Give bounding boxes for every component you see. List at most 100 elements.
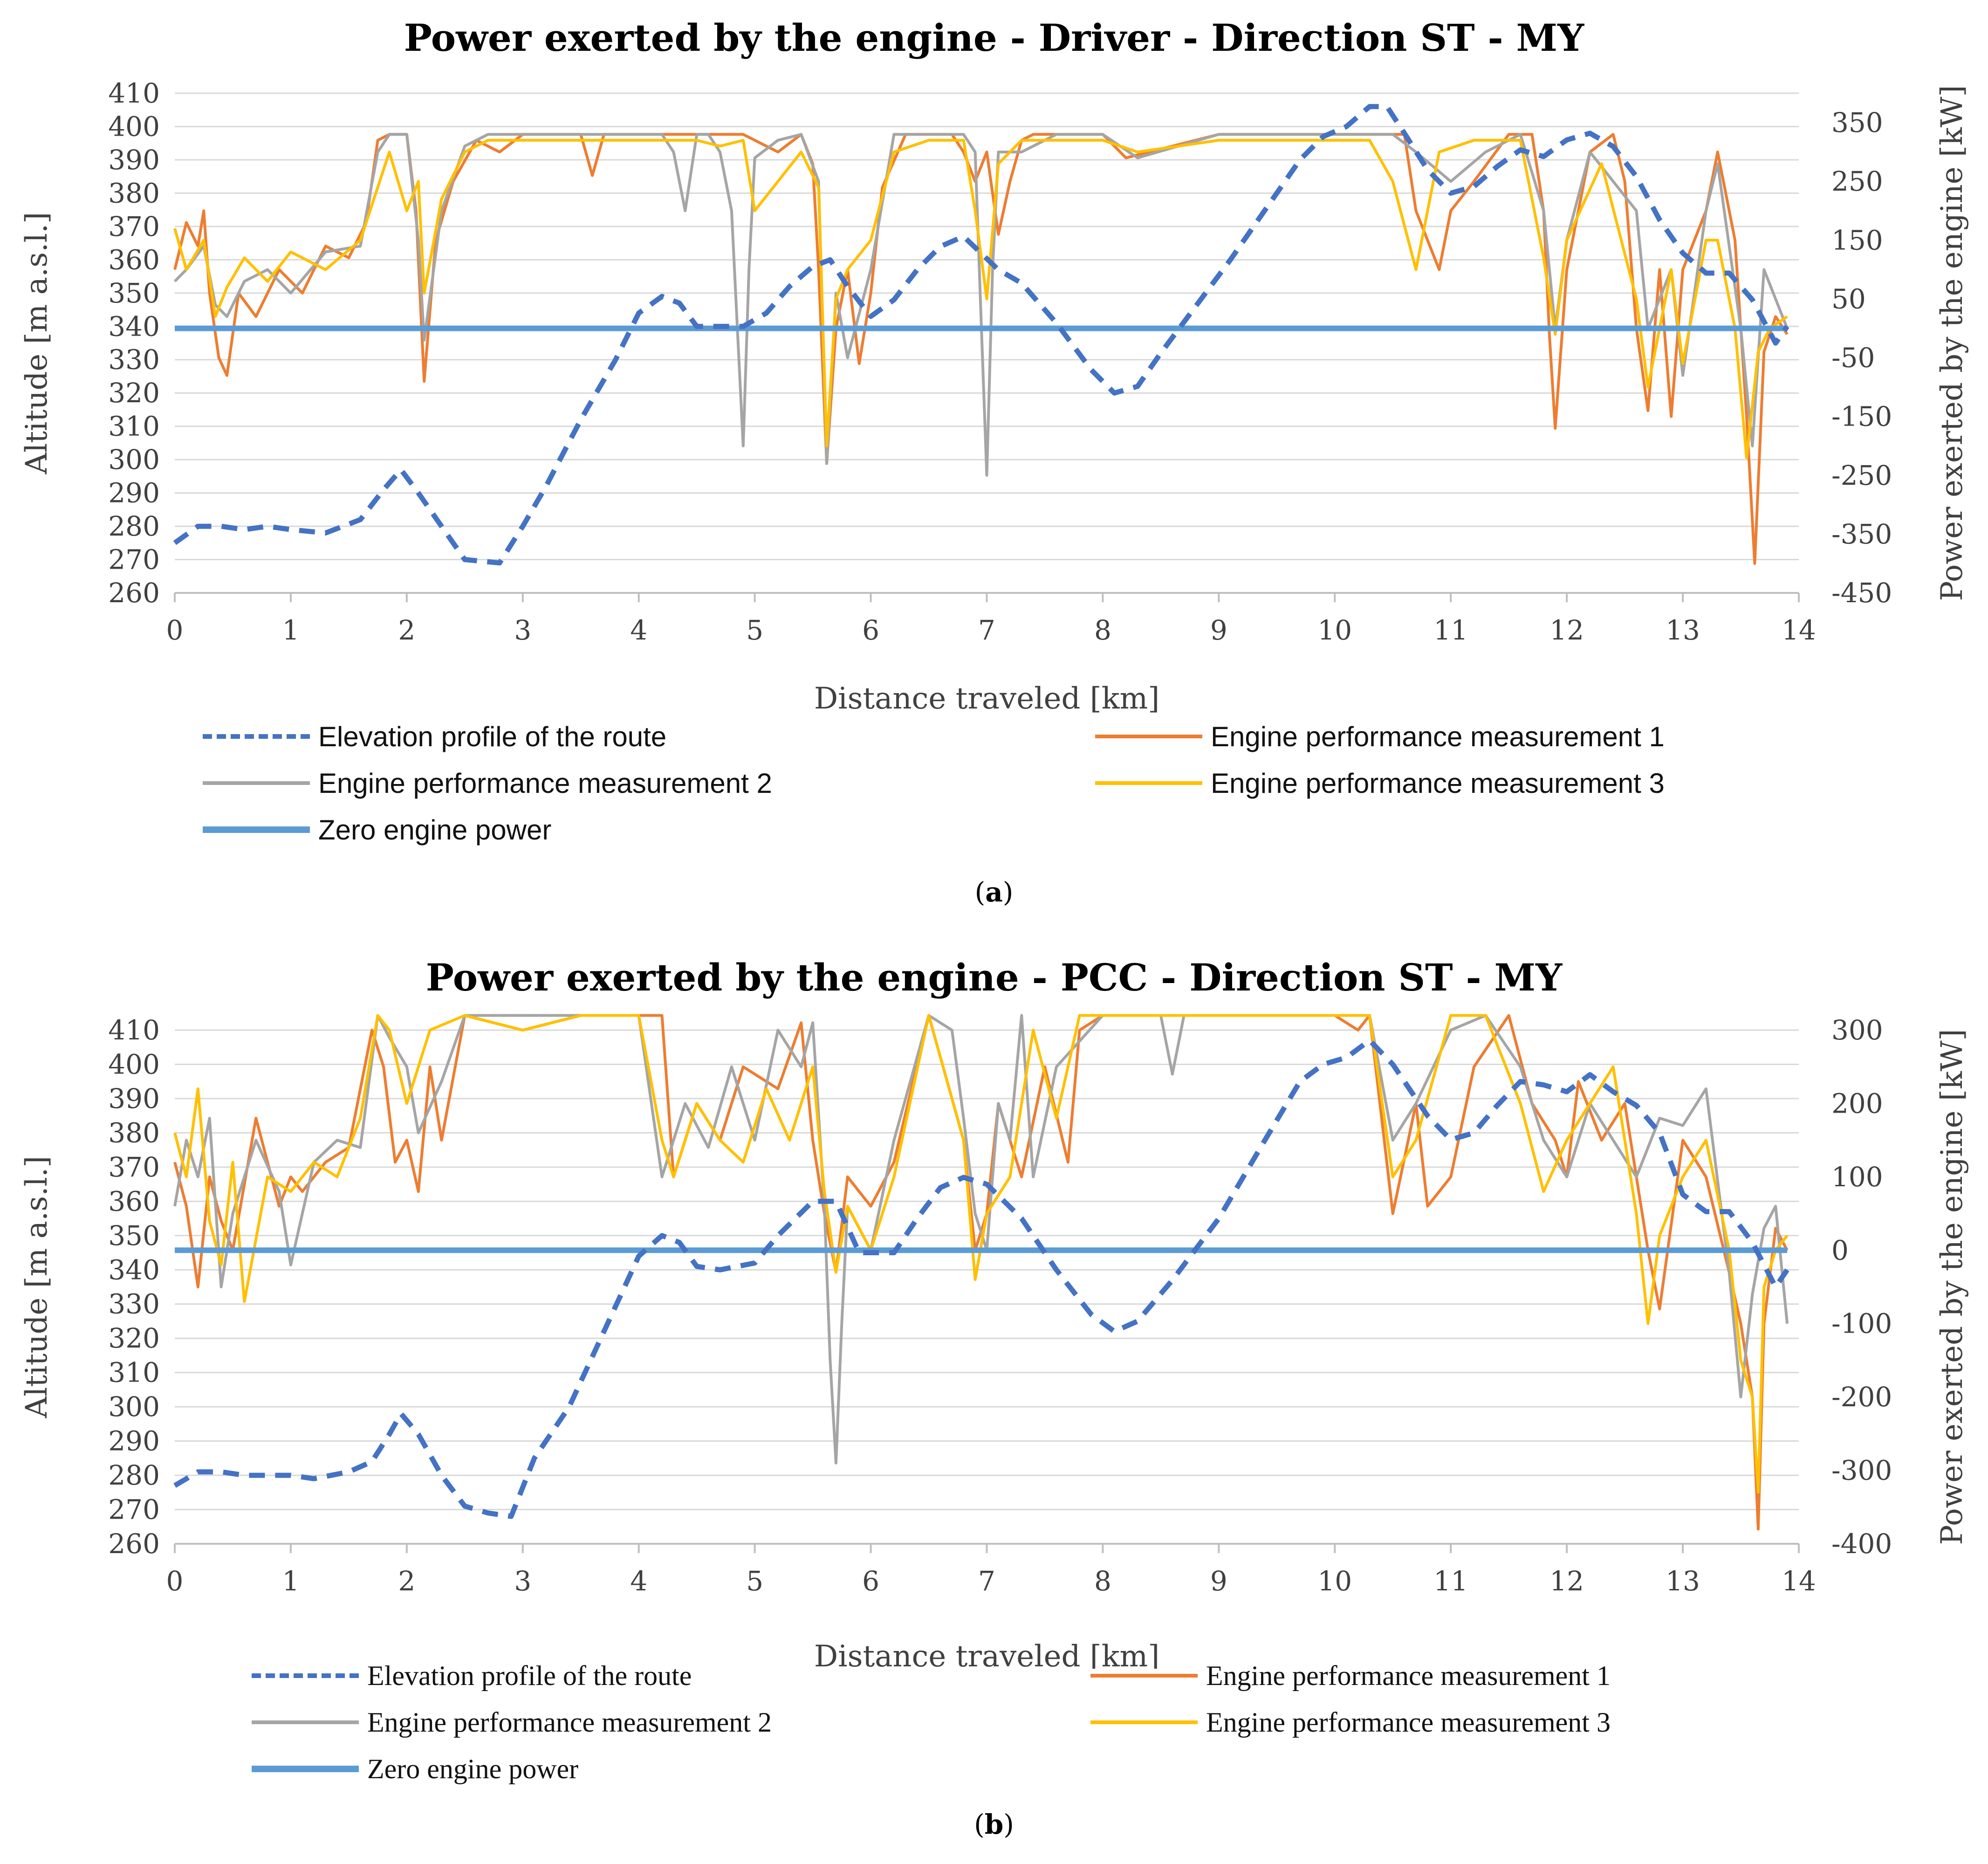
y-left-tick-label: 270 bbox=[108, 544, 160, 576]
panel-b: Power exerted by the engine - PCC - Dire… bbox=[0, 932, 1988, 1864]
y-left-tick-label: 320 bbox=[108, 1322, 160, 1354]
y-right-tick-label: 0 bbox=[1831, 1234, 1849, 1266]
caption-b: (b) bbox=[974, 1809, 1014, 1840]
y-left-tick-label: 270 bbox=[108, 1494, 160, 1526]
y-right-axis-title: Power exerted by the engine [kW] bbox=[1935, 1029, 1969, 1545]
x-tick-label: 4 bbox=[630, 614, 647, 646]
y-right-tick-label: 350 bbox=[1831, 107, 1883, 138]
legend-item-elevation: Elevation profile of the route bbox=[252, 1657, 692, 1694]
y-right-tick-label: -350 bbox=[1831, 518, 1892, 550]
legend-swatch bbox=[252, 1766, 359, 1772]
y-right-tick-label: -150 bbox=[1831, 401, 1892, 433]
y-right-tick-label: 50 bbox=[1831, 283, 1866, 315]
x-tick-label: 6 bbox=[862, 614, 879, 646]
y-right-tick-label: -50 bbox=[1831, 342, 1875, 374]
legend-item-measurement-1: Engine performance measurement 1 bbox=[1095, 718, 1665, 755]
legend-label: Engine performance measurement 2 bbox=[367, 1706, 772, 1738]
x-tick-label: 5 bbox=[746, 1565, 763, 1597]
legend-item-measurement-2: Engine performance measurement 2 bbox=[203, 764, 772, 802]
y-left-tick-label: 280 bbox=[108, 1459, 160, 1491]
x-tick-label: 7 bbox=[978, 1565, 995, 1597]
y-left-tick-label: 340 bbox=[108, 310, 160, 342]
caption-letter: b bbox=[984, 1809, 1004, 1840]
y-left-tick-label: 350 bbox=[108, 1220, 160, 1252]
y-left-tick-label: 390 bbox=[108, 144, 160, 176]
x-axis-title: Distance traveled [km] bbox=[814, 681, 1159, 716]
y-left-tick-label: 330 bbox=[108, 1288, 160, 1320]
legend-label: Engine performance measurement 3 bbox=[1211, 767, 1665, 799]
legend-label: Zero engine power bbox=[318, 814, 552, 846]
chart-title: Power exerted by the engine - PCC - Dire… bbox=[425, 956, 1563, 999]
legend-swatch bbox=[1090, 1674, 1198, 1678]
y-left-tick-label: 300 bbox=[108, 444, 160, 475]
legend-label: Elevation profile of the route bbox=[318, 721, 667, 752]
x-tick-label: 0 bbox=[166, 1565, 184, 1597]
x-tick-label: 9 bbox=[1210, 614, 1227, 646]
x-tick-label: 12 bbox=[1549, 1565, 1584, 1597]
series-line-elevation-profile-of-the-route bbox=[173, 104, 1789, 566]
legend-swatch bbox=[252, 1720, 359, 1724]
legend-swatch bbox=[252, 1673, 359, 1678]
x-tick-label: 2 bbox=[398, 1565, 415, 1597]
legend-label: Engine performance measurement 1 bbox=[1206, 1660, 1611, 1691]
y-left-tick-label: 360 bbox=[108, 244, 160, 275]
legend-label: Engine performance measurement 3 bbox=[1206, 1706, 1611, 1738]
x-tick-label: 1 bbox=[282, 614, 299, 646]
x-tick-label: 14 bbox=[1782, 1565, 1816, 1597]
y-left-tick-label: 310 bbox=[108, 1357, 160, 1389]
legend-item-measurement-3: Engine performance measurement 3 bbox=[1090, 1704, 1611, 1741]
y-left-tick-label: 370 bbox=[108, 211, 160, 242]
y-right-tick-label: 300 bbox=[1831, 1014, 1883, 1046]
x-tick-label: 6 bbox=[862, 1565, 879, 1597]
y-right-tick-label: -300 bbox=[1831, 1455, 1892, 1486]
y-right-tick-label: 200 bbox=[1831, 1087, 1883, 1119]
x-tick-label: 8 bbox=[1094, 1565, 1111, 1597]
x-tick-label: 10 bbox=[1317, 1565, 1352, 1597]
y-left-tick-label: 370 bbox=[108, 1151, 160, 1183]
x-tick-label: 14 bbox=[1782, 614, 1816, 646]
y-left-tick-label: 320 bbox=[108, 377, 160, 409]
y-left-tick-label: 300 bbox=[108, 1391, 160, 1423]
y-left-tick-label: 260 bbox=[108, 1528, 160, 1560]
series-line-engine-performance-measurement-3 bbox=[173, 138, 1788, 459]
legend-swatch bbox=[1095, 735, 1202, 738]
y-right-tick-label: 150 bbox=[1831, 224, 1883, 256]
x-tick-label: 13 bbox=[1666, 1565, 1700, 1597]
legend-a: Elevation profile of the route Engine pe… bbox=[0, 718, 1988, 858]
series-line-elevation-profile-of-the-route bbox=[173, 1038, 1789, 1519]
x-tick-label: 0 bbox=[166, 614, 184, 646]
y-left-tick-label: 340 bbox=[108, 1254, 160, 1286]
y-left-tick-label: 380 bbox=[108, 177, 160, 209]
legend-item-measurement-3: Engine performance measurement 3 bbox=[1095, 764, 1665, 802]
series-line-engine-performance-measurement-3 bbox=[173, 1014, 1789, 1494]
y-left-tick-label: 260 bbox=[108, 577, 160, 609]
caption-letter: a bbox=[985, 876, 1003, 908]
legend-swatch bbox=[203, 781, 310, 785]
y-right-tick-label: 100 bbox=[1831, 1161, 1883, 1193]
chart-title: Power exerted by the engine - Driver - D… bbox=[404, 16, 1584, 60]
y-left-tick-label: 310 bbox=[108, 411, 160, 442]
y-right-tick-label: -100 bbox=[1831, 1308, 1892, 1340]
x-tick-label: 5 bbox=[746, 614, 763, 646]
legend-item-measurement-1: Engine performance measurement 1 bbox=[1090, 1657, 1611, 1694]
y-right-tick-label: -250 bbox=[1831, 460, 1892, 491]
y-left-tick-label: 400 bbox=[108, 110, 160, 142]
x-tick-label: 4 bbox=[630, 1565, 647, 1597]
legend-swatch bbox=[1095, 781, 1202, 785]
x-tick-label: 2 bbox=[398, 614, 415, 646]
legend-label: Zero engine power bbox=[367, 1753, 579, 1784]
legend-swatch bbox=[203, 826, 310, 833]
y-right-tick-label: 250 bbox=[1831, 165, 1883, 197]
x-tick-label: 9 bbox=[1210, 1565, 1227, 1597]
y-right-tick-label: -450 bbox=[1831, 577, 1892, 609]
x-tick-label: 10 bbox=[1317, 614, 1352, 646]
y-left-tick-label: 400 bbox=[108, 1048, 160, 1080]
legend-b: Elevation profile of the route Engine pe… bbox=[0, 1657, 1988, 1797]
y-left-tick-label: 290 bbox=[108, 477, 160, 509]
legend-item-zero-power: Zero engine power bbox=[252, 1750, 578, 1788]
x-axis-title: Distance traveled [km] bbox=[814, 1639, 1159, 1669]
y-left-tick-label: 290 bbox=[108, 1425, 160, 1457]
y-left-tick-label: 380 bbox=[108, 1117, 160, 1149]
y-left-tick-label: 410 bbox=[108, 77, 160, 109]
